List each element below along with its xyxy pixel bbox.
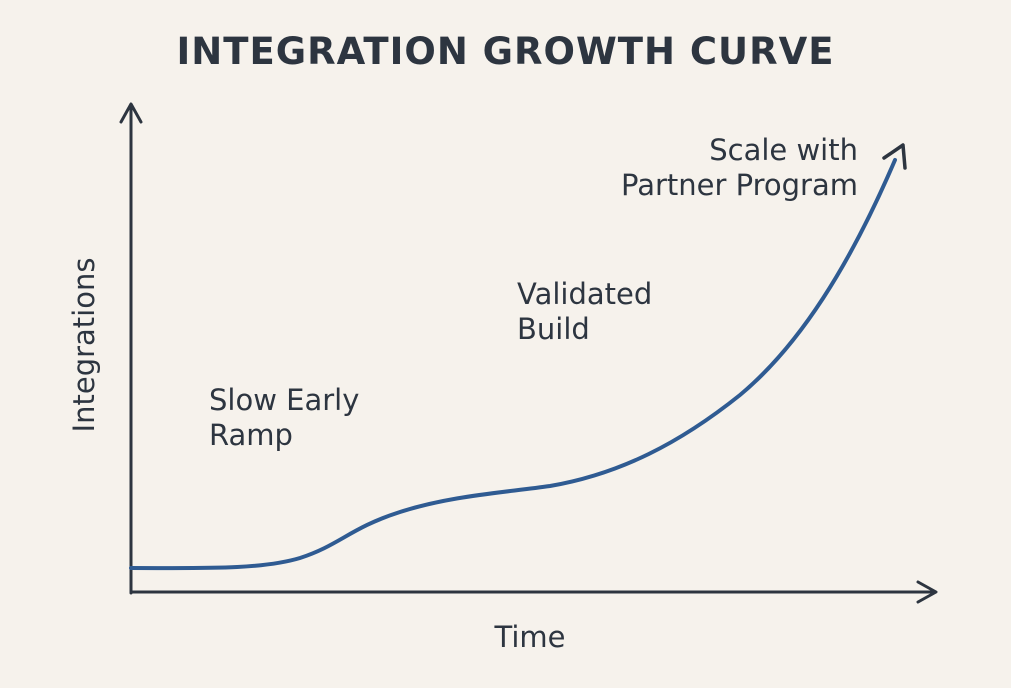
growth-curve [129, 158, 897, 571]
y-axis-arrowhead [119, 102, 143, 124]
chart-title: INTEGRATION GROWTH CURVE [176, 30, 835, 73]
stage-label-line: Slow Early [209, 383, 360, 417]
x-axis-arrowhead [916, 580, 938, 604]
y-axis-label: Integrations [67, 257, 101, 433]
stage-label-slow-early-ramp: Slow Early Ramp [209, 383, 359, 453]
stage-label-scale-partner-program: Scale with Partner Program [560, 133, 858, 203]
stage-label-line: Build [517, 312, 590, 346]
growth-curve-arrowhead [882, 143, 907, 170]
stage-label-line: Scale with [709, 133, 858, 167]
stage-label-line: Ramp [209, 418, 293, 452]
stage-label-validated-build: Validated Build [517, 277, 652, 347]
stage-label-line: Validated [517, 277, 653, 311]
stage-label-line: Partner Program [621, 168, 858, 202]
x-axis-label: Time [494, 620, 566, 654]
